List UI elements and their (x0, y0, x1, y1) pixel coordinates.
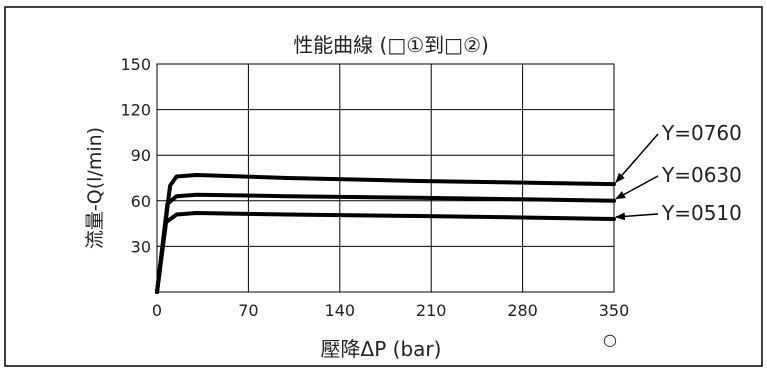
series-label: Y=0510 (661, 201, 742, 225)
x-tick-label: 70 (238, 301, 258, 320)
y-tick-label: 150 (120, 55, 151, 74)
y-tick-label: 30 (131, 237, 151, 256)
series-leader-arrow (615, 212, 659, 221)
series-line (155, 211, 616, 294)
x-tick-label: 280 (507, 301, 538, 320)
chart-title: 性能曲線 (□①到□②) (293, 33, 489, 57)
series-leader-arrow (615, 133, 659, 183)
series-label: Y=0630 (661, 163, 742, 187)
series-leader-arrow (615, 175, 659, 200)
y-tick-label: 120 (120, 101, 151, 120)
x-axis-label: 壓降ΔP (bar) (321, 337, 442, 361)
x-tick-label: 210 (416, 301, 447, 320)
x-tick-label: 0 (152, 301, 162, 320)
series-line (155, 192, 616, 294)
y-tick-label: 60 (131, 192, 151, 211)
y-tick-label: 90 (131, 146, 151, 165)
footnote-symbol: ○ (603, 330, 617, 349)
plot-area (156, 63, 615, 293)
series-label: Y=0760 (661, 121, 742, 145)
series-line (155, 173, 616, 294)
x-tick-label: 140 (325, 301, 356, 320)
outer-border (4, 6, 763, 367)
y-axis-label: 流量-Q(l/min) (84, 127, 106, 249)
x-tick-label: 350 (599, 301, 630, 320)
